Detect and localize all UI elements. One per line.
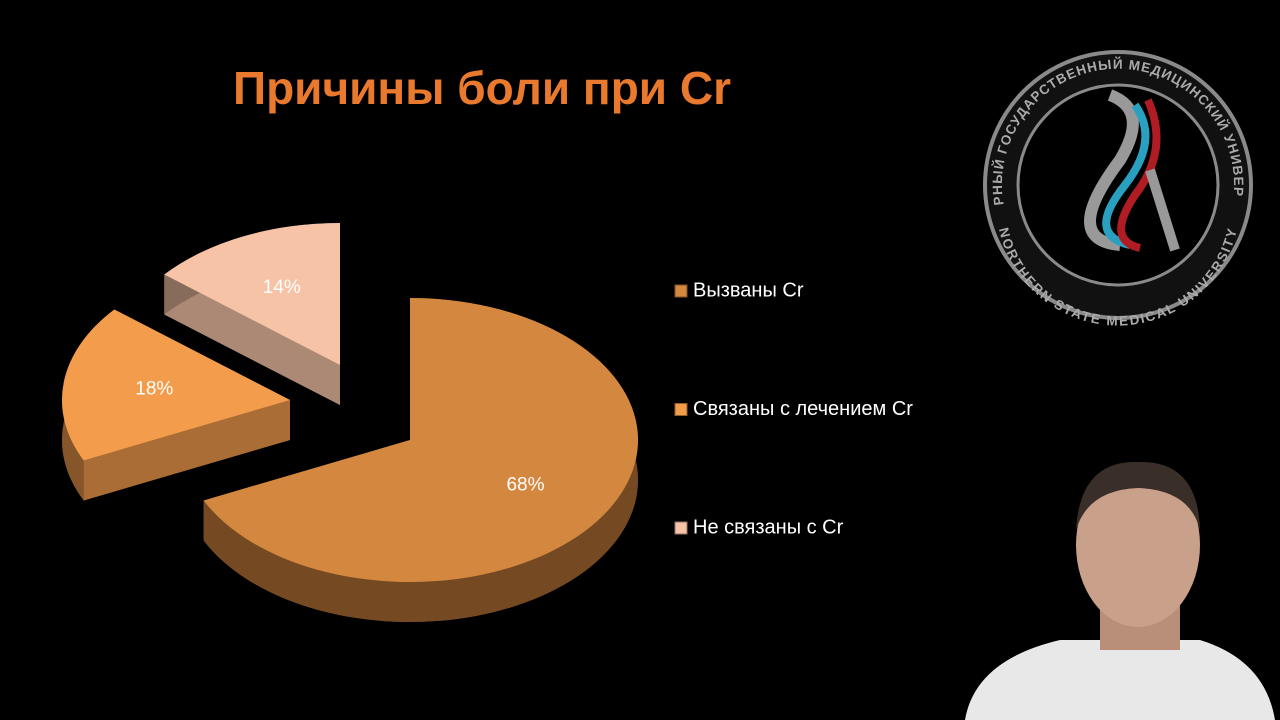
logo-inner — [1016, 83, 1220, 287]
presenter-shirt — [965, 640, 1275, 720]
legend-swatch — [674, 284, 688, 298]
slice-side-start — [164, 274, 340, 405]
legend-label: Вызваны Cr — [693, 279, 804, 301]
presenter-video — [965, 461, 1275, 720]
pie-slice — [61, 309, 291, 501]
slice-top — [164, 223, 340, 365]
legend-swatch — [674, 521, 688, 535]
legend-label: Связаны с лечением Cr — [693, 398, 913, 420]
slice-label: 14% — [263, 277, 301, 298]
slice-label: 68% — [506, 475, 544, 496]
slide-title: Причины боли при Cr — [233, 62, 731, 114]
logo-stroke-red — [1117, 98, 1161, 252]
logo-stroke-blue — [1102, 102, 1150, 249]
slice-side-start — [83, 400, 290, 501]
pie-chart: 14% 18% 68% — [61, 223, 639, 622]
pie-slice — [203, 298, 639, 622]
slice-top — [203, 298, 639, 583]
logo-stroke-grey — [1084, 89, 1139, 251]
legend: Вызваны Cr Связаны с лечением Cr Не связан… — [674, 279, 913, 538]
legend-swatch — [674, 403, 688, 416]
slice-top — [62, 309, 291, 461]
slice-label: 18% — [135, 378, 173, 399]
logo-stroke-leg — [1145, 168, 1180, 252]
legend-label: Не связаны с Cr — [693, 516, 844, 538]
presenter-hair — [1076, 461, 1200, 530]
pie-slice — [164, 223, 340, 405]
presenter-head — [1076, 463, 1200, 627]
